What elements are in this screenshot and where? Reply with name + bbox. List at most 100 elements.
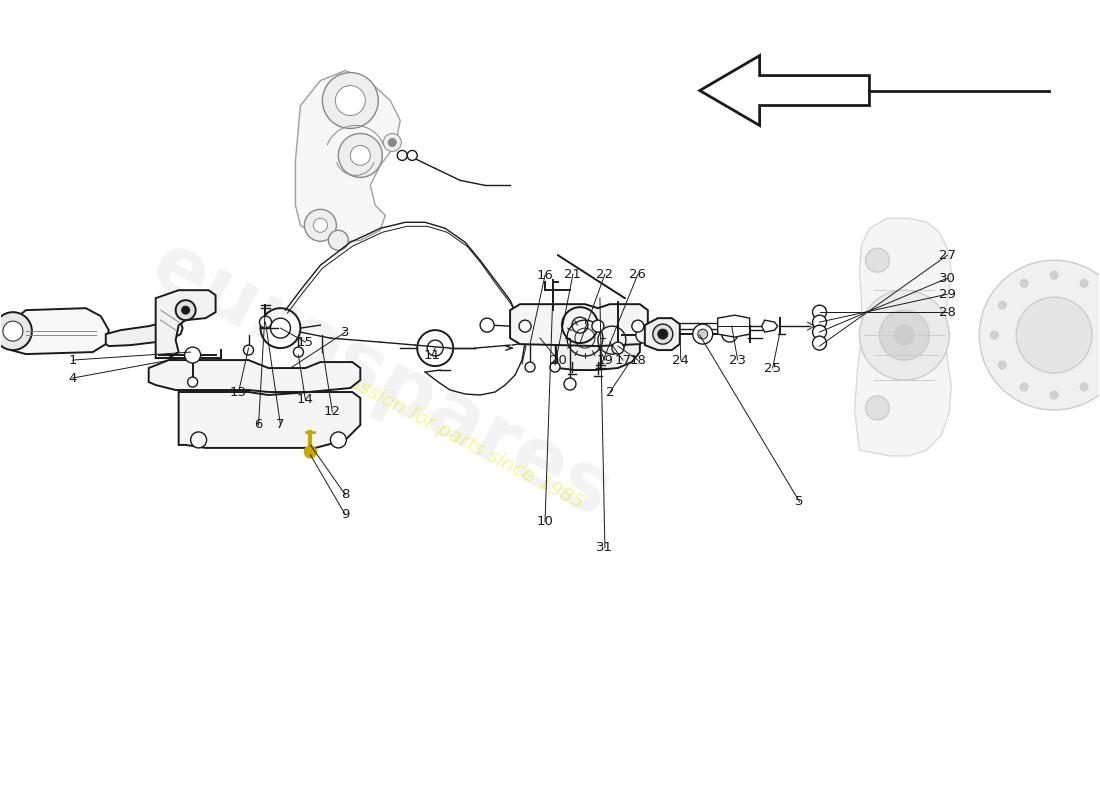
Polygon shape [296,70,400,242]
Circle shape [813,305,826,319]
Circle shape [859,290,949,380]
Circle shape [1016,297,1092,373]
Circle shape [550,362,560,372]
Polygon shape [645,318,680,350]
Circle shape [3,321,23,341]
Circle shape [305,446,317,458]
Text: 24: 24 [672,354,690,366]
Text: 29: 29 [939,288,956,301]
Text: 2: 2 [606,386,614,398]
Circle shape [866,396,890,420]
Text: 20: 20 [550,354,566,366]
Text: 8: 8 [341,488,350,502]
Circle shape [1020,383,1028,391]
Circle shape [697,329,707,339]
Text: 12: 12 [323,406,341,418]
Circle shape [612,342,624,354]
Circle shape [188,377,198,387]
Circle shape [336,86,365,115]
Circle shape [322,73,378,129]
Circle shape [185,347,200,363]
Text: passion for parts since 1985: passion for parts since 1985 [333,366,586,513]
Circle shape [1050,391,1058,399]
Circle shape [564,378,576,390]
Circle shape [990,331,998,339]
Polygon shape [11,308,109,354]
Text: 19: 19 [596,354,614,366]
Circle shape [519,320,531,332]
Circle shape [294,347,304,357]
Text: 16: 16 [537,269,553,282]
Text: 18: 18 [629,354,647,366]
Circle shape [330,432,346,448]
Circle shape [350,146,371,166]
Text: 21: 21 [564,268,582,281]
Circle shape [305,210,337,242]
Polygon shape [855,218,952,456]
Circle shape [1080,383,1088,391]
Circle shape [813,325,826,339]
Circle shape [407,150,417,161]
Polygon shape [178,392,361,448]
Circle shape [1080,279,1088,287]
Polygon shape [761,320,778,332]
Polygon shape [156,290,216,358]
Text: 10: 10 [537,515,553,528]
Circle shape [329,230,349,250]
Text: 9: 9 [341,508,350,522]
Circle shape [722,326,738,342]
Text: 3: 3 [341,326,350,338]
Circle shape [314,218,328,232]
Text: 7: 7 [276,418,285,431]
Polygon shape [556,308,640,370]
Circle shape [879,310,930,360]
Circle shape [693,324,713,344]
Circle shape [592,320,604,332]
Text: 6: 6 [254,418,263,431]
Polygon shape [717,315,750,337]
Circle shape [631,320,644,332]
Circle shape [1050,271,1058,279]
Text: 4: 4 [68,371,77,385]
Text: 27: 27 [938,249,956,262]
Circle shape [182,306,189,314]
Circle shape [894,325,914,345]
Polygon shape [106,320,183,346]
Circle shape [525,362,535,372]
Text: 23: 23 [729,354,746,366]
Text: 14: 14 [297,394,313,406]
Polygon shape [510,304,648,346]
Circle shape [979,260,1100,410]
Circle shape [190,432,207,448]
Text: 22: 22 [596,268,614,281]
Text: 13: 13 [230,386,248,398]
Text: 30: 30 [939,272,956,285]
Circle shape [866,248,890,272]
Circle shape [1020,279,1028,287]
Text: 17: 17 [615,354,631,366]
Text: 31: 31 [596,542,614,554]
Polygon shape [148,360,361,392]
Circle shape [999,361,1007,369]
Text: eurospares: eurospares [138,226,624,534]
Circle shape [0,312,32,350]
Circle shape [243,345,253,355]
Circle shape [658,329,668,339]
Circle shape [636,327,652,343]
Circle shape [813,336,826,350]
Circle shape [260,316,272,328]
Circle shape [652,324,673,344]
Circle shape [383,134,402,151]
Text: 25: 25 [764,362,781,374]
Text: 15: 15 [297,336,313,349]
Circle shape [388,138,396,146]
Circle shape [480,318,494,332]
Circle shape [999,301,1007,309]
Circle shape [176,300,196,320]
Text: 5: 5 [795,495,804,508]
Text: 1: 1 [68,354,77,366]
Circle shape [813,315,826,329]
Polygon shape [700,55,869,126]
Text: 11: 11 [424,349,441,362]
Circle shape [339,134,383,178]
